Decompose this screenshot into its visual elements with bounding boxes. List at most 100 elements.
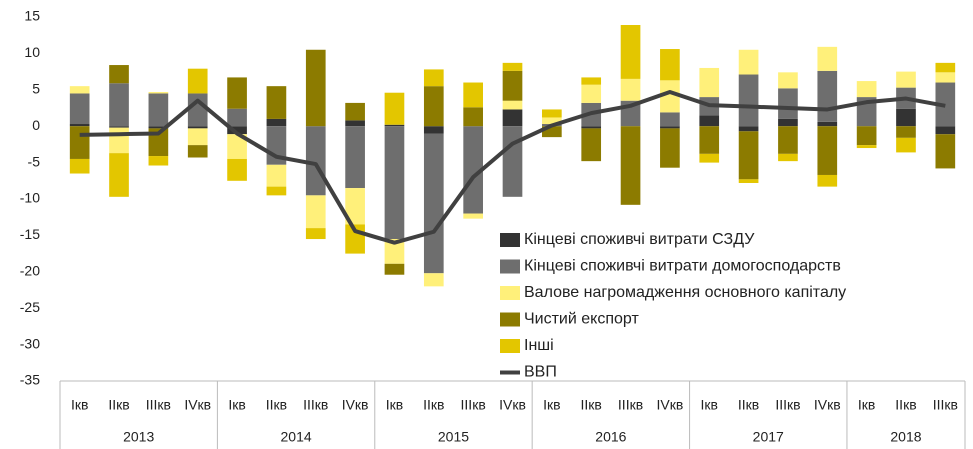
x-tick-label: IVкв [499, 397, 526, 413]
x-tick-label: IIкв [108, 397, 129, 413]
x-tick-label: IVкв [814, 397, 841, 413]
bar-segment [935, 134, 956, 169]
year-label: 2018 [890, 429, 921, 445]
legend-marker [500, 259, 520, 274]
bar-segment [69, 86, 90, 94]
bar-segment [660, 80, 680, 113]
bar-segment [778, 153, 798, 162]
bar-segment [817, 126, 838, 175]
bar-segment [738, 126, 759, 132]
bar-segment [581, 126, 602, 129]
bar-segment [581, 128, 602, 162]
bar-segment [187, 68, 208, 94]
bar-segment [699, 153, 720, 163]
x-tick-label: IIкв [581, 397, 602, 413]
x-tick-label: Iкв [701, 397, 718, 413]
bar-segment [463, 213, 483, 219]
bar-segment [148, 93, 169, 127]
bar-segment [620, 126, 641, 205]
legend-marker [500, 286, 520, 300]
x-tick-label: Iкв [543, 397, 560, 413]
legend-label: ВВП [524, 364, 557, 381]
bar-segment [660, 49, 680, 81]
y-tick-label: 5 [32, 81, 40, 97]
bar-segment [935, 126, 956, 135]
bar-segment [384, 92, 405, 125]
bar-segment [542, 126, 562, 138]
bar-segment [345, 188, 365, 225]
bar-segment [266, 186, 287, 196]
y-tick-label: -30 [20, 335, 40, 351]
bar-segment [384, 263, 405, 275]
bar-segment [620, 25, 641, 79]
bar-segment [69, 126, 90, 159]
bar-segment [109, 153, 129, 197]
bar-segment [305, 228, 326, 240]
bar-segment [856, 145, 877, 149]
bar-segment [817, 121, 838, 127]
bar-segment [227, 108, 247, 127]
bar-segment [502, 126, 523, 197]
x-tick-label: IIкв [423, 397, 444, 413]
bar-segment [935, 62, 956, 73]
y-tick-label: 10 [24, 44, 40, 60]
year-label: 2016 [595, 429, 626, 445]
bar-segment [345, 126, 365, 189]
bar-segment [148, 126, 169, 129]
bar-segment [423, 86, 444, 127]
bar-segment [384, 126, 405, 240]
bar-segment [660, 112, 680, 127]
bar-segment [738, 74, 759, 127]
bar-segment [935, 72, 956, 83]
bar-segment [738, 179, 759, 183]
bar-segment [620, 78, 641, 101]
bar-segment [227, 158, 247, 181]
bar-segment [778, 72, 798, 89]
bar-segment [699, 67, 720, 98]
bar-segment [345, 120, 365, 127]
y-tick-label: -15 [20, 226, 40, 242]
x-tick-label: IVкв [342, 397, 369, 413]
bar-segment [109, 83, 129, 127]
bar-segment [660, 126, 680, 129]
x-tick-label: Iкв [228, 397, 245, 413]
bar-segment [266, 86, 287, 119]
x-tick-label: Iкв [858, 397, 875, 413]
x-tick-label: IIIкв [933, 397, 958, 413]
bar-segment [738, 49, 759, 75]
bar-segment [463, 82, 483, 108]
x-tick-label: IIIкв [618, 397, 643, 413]
x-tick-label: IIкв [738, 397, 759, 413]
y-tick-label: -5 [28, 153, 41, 169]
x-tick-label: IIIкв [461, 397, 486, 413]
bar-segment [542, 117, 562, 125]
bar-segment [227, 126, 247, 135]
bar-segment [109, 126, 129, 128]
legend-marker [500, 312, 520, 327]
bar-segment [463, 107, 483, 127]
bar-segment [778, 118, 798, 127]
bar-segment [266, 164, 287, 187]
bar-segment [581, 84, 602, 103]
legend-marker [500, 233, 520, 247]
bar-segment [423, 126, 444, 134]
bar-segment [817, 174, 838, 187]
y-tick-label: 15 [24, 8, 40, 24]
year-label: 2017 [753, 429, 784, 445]
bar-segment [227, 77, 247, 109]
x-tick-label: IIIкв [303, 397, 328, 413]
y-tick-label: -20 [20, 263, 40, 279]
bar-segment [699, 115, 720, 127]
line [79, 89, 946, 245]
bar-segment [896, 71, 916, 88]
bar-segment [660, 128, 680, 168]
bar-segment [542, 109, 562, 118]
bar-segment [423, 273, 444, 287]
legend-label: Валове нагромадження основного капіталу [524, 284, 846, 301]
bar-segment [69, 158, 90, 174]
bar-segment [187, 128, 208, 146]
bar-segment [148, 91, 169, 94]
bar-segment [896, 126, 916, 138]
y-tick-label: 0 [32, 117, 40, 133]
